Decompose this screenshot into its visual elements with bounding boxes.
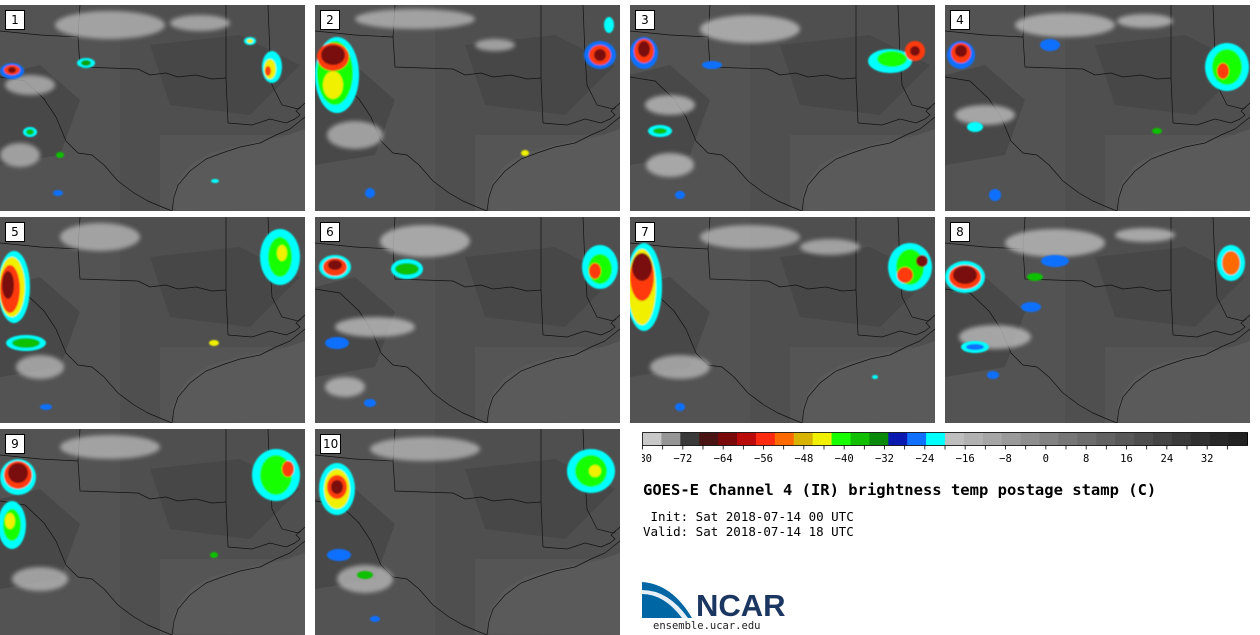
colorbar-swatch [1001, 432, 1022, 446]
colorbar-swatch [850, 432, 870, 446]
ir-satellite-map [630, 217, 935, 423]
panel-number-label: 10 [320, 434, 342, 454]
colorbar-tick-label: −32 [875, 453, 894, 465]
colorbar-swatch [737, 432, 757, 446]
ncar-wordmark: NCAR [696, 588, 786, 620]
ensemble-panel-5: 5 [0, 217, 305, 423]
colorbar-tick-label: 24 [1161, 453, 1174, 465]
colorbar-swatch [907, 432, 927, 446]
colorbar-swatch [1077, 432, 1097, 446]
colorbar-swatch [680, 432, 700, 446]
colorbar-tick-label: 16 [1120, 453, 1133, 465]
ir-satellite-map [945, 5, 1250, 211]
ir-satellite-map [0, 5, 305, 211]
colorbar-tick-label: −8 [999, 453, 1012, 465]
panel-number-label: 6 [320, 222, 340, 242]
colorbar-swatch [774, 432, 795, 446]
colorbar-swatch [661, 432, 681, 446]
ensemble-panel-1: 1 [0, 5, 305, 211]
panel-number-label: 5 [5, 222, 25, 242]
colorbar-swatch [1115, 432, 1135, 446]
colorbar-tick-label: 8 [1083, 453, 1089, 465]
colorbar-tick-label: −16 [956, 453, 975, 465]
ir-satellite-map [315, 429, 620, 635]
colorbar-swatch [1020, 432, 1041, 446]
ir-satellite-map [630, 5, 935, 211]
colorbar-swatch [1209, 432, 1230, 446]
colorbar-swatch [1134, 432, 1154, 446]
colorbar-tick-label: −40 [835, 453, 854, 465]
colorbar-tick-label: −80 [642, 453, 652, 465]
colorbar-swatch [963, 432, 984, 446]
ir-satellite-map [0, 429, 305, 635]
colorbar-tick-label: −56 [754, 453, 773, 465]
panel-number-label: 8 [950, 222, 970, 242]
ir-satellite-map [945, 217, 1250, 423]
figure-title: GOES-E Channel 4 (IR) brightness temp po… [643, 481, 1157, 499]
panel-number-label: 4 [950, 10, 970, 30]
panel-number-label: 9 [5, 434, 25, 454]
ensemble-panel-2: 2 [315, 5, 620, 211]
colorbar-swatch [888, 432, 908, 446]
ir-satellite-map [315, 217, 620, 423]
colorbar-swatch [1152, 432, 1173, 446]
ensemble-panel-9: 9 [0, 429, 305, 635]
colorbar-swatch [1171, 432, 1192, 446]
colorbar-swatch [1190, 432, 1211, 446]
colorbar-swatch [1058, 432, 1078, 446]
colorbar-tick-label: −64 [714, 453, 733, 465]
colorbar-swatch [831, 432, 851, 446]
ensemble-panel-6: 6 [315, 217, 620, 423]
ir-satellite-map [315, 5, 620, 211]
panel-number-label: 1 [5, 10, 25, 30]
colorbar-swatch [982, 432, 1003, 446]
colorbar-swatch [642, 432, 662, 446]
ensemble-panel-4: 4 [945, 5, 1250, 211]
valid-time: Valid: Sat 2018-07-14 18 UTC [643, 524, 854, 539]
colorbar-tick-label: 32 [1201, 453, 1214, 465]
ensemble-panel-3: 3 [630, 5, 935, 211]
colorbar-tick-label: −48 [794, 453, 813, 465]
ncar-logo: NCAR [642, 582, 786, 620]
panel-number-label: 2 [320, 10, 340, 30]
ensemble-url: ensemble.ucar.edu [653, 620, 761, 632]
colorbar-swatch [1228, 432, 1248, 446]
colorbar-swatch [812, 432, 833, 446]
init-time: Init: Sat 2018-07-14 00 UTC [643, 509, 854, 524]
ir-satellite-map [0, 217, 305, 423]
panel-number-label: 7 [635, 222, 655, 242]
ensemble-panel-8: 8 [945, 217, 1250, 423]
colorbar-swatch [699, 432, 719, 446]
colorbar-swatch [1039, 432, 1059, 446]
colorbar-swatch [869, 432, 889, 446]
panel-number-label: 3 [635, 10, 655, 30]
colorbar-swatch [926, 432, 946, 446]
colorbar-swatch [718, 432, 738, 446]
ensemble-panel-10: 10 [315, 429, 620, 635]
ensemble-panel-7: 7 [630, 217, 935, 423]
colorbar-swatch [945, 432, 965, 446]
colorbar-tick-label: 0 [1043, 453, 1049, 465]
colorbar-tick-label: −24 [915, 453, 934, 465]
colorbar-tick-label: −72 [673, 453, 692, 465]
colorbar-swatch [1096, 432, 1116, 446]
colorbar-swatch [793, 432, 814, 446]
colorbar-swatch [755, 432, 776, 446]
